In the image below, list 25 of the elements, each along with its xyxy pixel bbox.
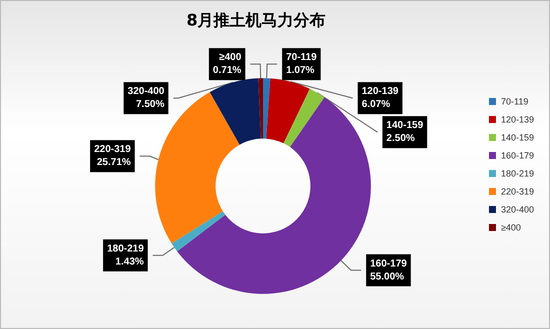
data-label: 1.07% <box>286 65 315 76</box>
slice-label: 140-159 <box>386 120 424 132</box>
legend-label: 320-400 <box>500 204 534 214</box>
data-label: 2.50% <box>386 133 415 144</box>
legend-label: 120-139 <box>500 114 534 124</box>
data-label: 25.71% <box>96 157 131 168</box>
slice-label: 180-219 <box>107 243 144 254</box>
legend-label: 220-319 <box>500 186 534 196</box>
legend-label: ≥400 <box>500 222 521 232</box>
data-label: 6.07% <box>362 99 390 110</box>
slice-label: 120-139 <box>362 86 399 98</box>
legend-label: 70-119 <box>500 96 528 106</box>
slice-label: 220-319 <box>94 144 132 156</box>
data-label: 0.71% <box>212 65 242 76</box>
slice-label: 320-400 <box>128 86 165 98</box>
legend-label: 180-219 <box>500 168 534 178</box>
slice-label: 70-119 <box>286 52 318 64</box>
legend-label: 160-179 <box>500 150 534 160</box>
slice-label: 160-179 <box>370 258 408 270</box>
data-label: 1.43% <box>115 256 144 268</box>
data-label: 7.50% <box>136 99 164 110</box>
data-label: 55.00% <box>370 271 404 282</box>
legend-label: 140-159 <box>500 132 534 142</box>
slice-label: ≥400 <box>219 52 242 64</box>
chart-title: 8月推土机马力分布 <box>186 10 326 30</box>
